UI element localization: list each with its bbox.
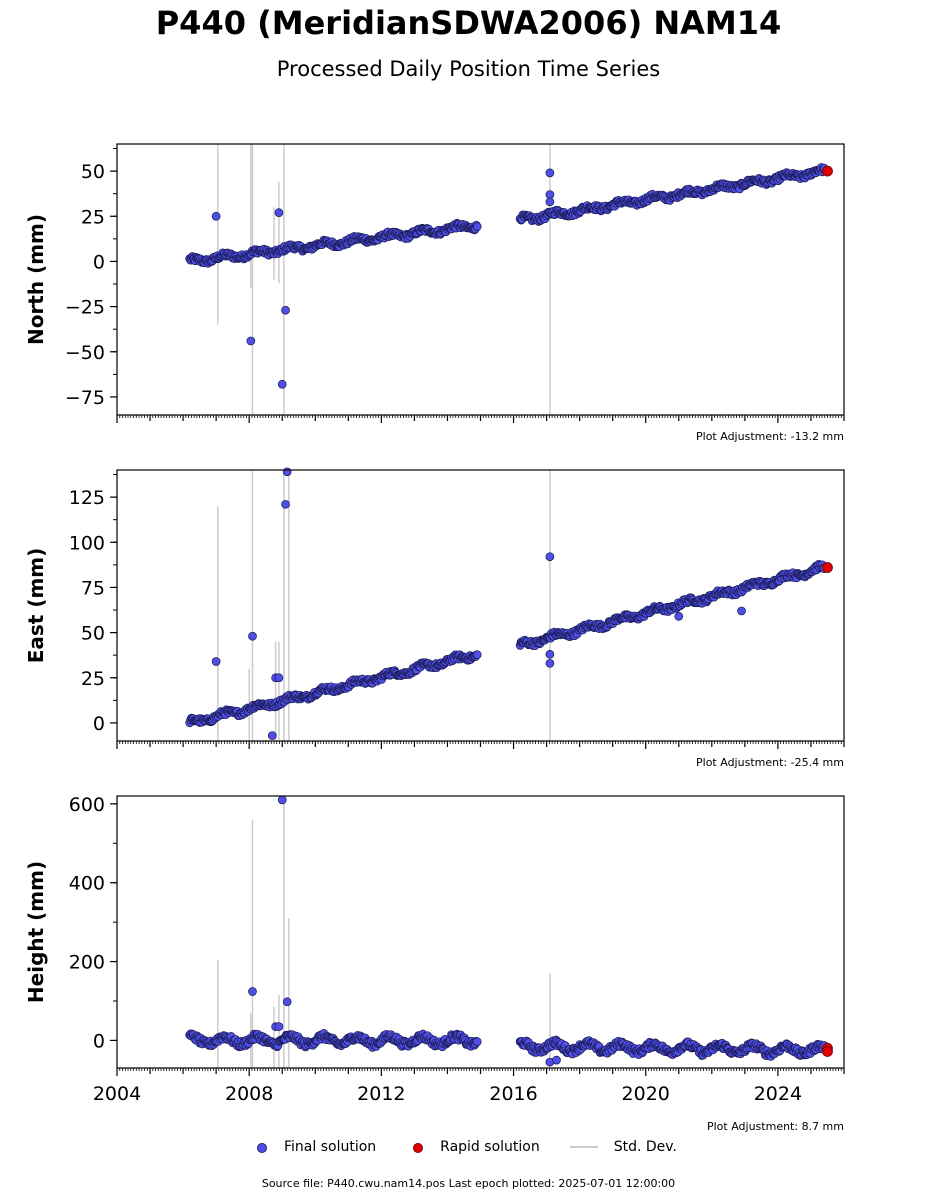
y-tick-label: 200 xyxy=(69,952,105,974)
plot-adjustment-note: Plot Adjustment: 8.7 mm xyxy=(707,1120,844,1133)
y-tick-label: 600 xyxy=(69,794,105,816)
chart-subtitle: Processed Daily Position Time Series xyxy=(276,57,661,81)
y-tick-label: 400 xyxy=(69,873,105,895)
y-tick-label: 50 xyxy=(81,161,105,183)
plot-frame xyxy=(116,795,845,1069)
plot-adjustment-note: Plot Adjustment: -25.4 mm xyxy=(696,756,844,769)
final-point xyxy=(211,657,221,666)
y-tick-label: 125 xyxy=(69,487,105,509)
final-point xyxy=(277,379,287,389)
final-point xyxy=(674,611,684,621)
final-point xyxy=(545,649,555,659)
rapid-point xyxy=(822,165,833,177)
y-tick-label: 25 xyxy=(81,668,105,690)
source-note: Source file: P440.cwu.nam14.pos Last epo… xyxy=(261,1177,676,1190)
y-tick-label: 0 xyxy=(93,713,105,735)
final-point xyxy=(545,552,555,562)
x-tick-label: 2012 xyxy=(357,1083,405,1105)
y-tick-label: 0 xyxy=(93,251,105,273)
x-tick-label: 2016 xyxy=(489,1083,537,1105)
y-tick-label: 25 xyxy=(81,206,105,228)
legend-std-label: Std. Dev. xyxy=(613,1139,677,1155)
final-point xyxy=(274,208,284,218)
final-point xyxy=(267,731,277,740)
y-tick-label: −75 xyxy=(65,387,105,409)
final-point xyxy=(248,987,257,996)
x-tick-label: 2020 xyxy=(622,1083,670,1105)
legend-rapid: Rapid solution xyxy=(406,1137,540,1157)
rapid-point xyxy=(822,1046,833,1057)
final-point xyxy=(545,658,555,668)
legend-std: Std. Dev. xyxy=(569,1137,677,1157)
legend-rapid-label: Rapid solution xyxy=(440,1139,540,1155)
y-tick-label: 100 xyxy=(69,532,105,554)
legend-final-label: Final solution xyxy=(284,1139,377,1155)
final-point xyxy=(277,795,287,805)
plot-frame xyxy=(116,469,845,742)
x-tick-label: 2024 xyxy=(754,1083,802,1105)
y-tick-label: 50 xyxy=(81,623,105,645)
final-point xyxy=(545,168,555,178)
legend: Final solution Rapid solution Std. Dev. xyxy=(250,1137,707,1157)
final-point xyxy=(274,673,284,683)
final-point xyxy=(246,336,256,346)
y-tick-label: 75 xyxy=(81,577,105,599)
legend-final: Final solution xyxy=(250,1137,376,1157)
final-point xyxy=(282,997,292,1007)
final-point xyxy=(472,222,482,231)
x-tick-label: 2004 xyxy=(93,1083,141,1105)
final-point xyxy=(274,1022,284,1031)
rapid-marker-icon xyxy=(413,1143,424,1153)
x-tick-label: 2008 xyxy=(225,1083,273,1105)
final-point xyxy=(281,499,290,509)
final-point xyxy=(545,197,555,207)
final-point xyxy=(472,650,482,660)
final-point xyxy=(472,1037,482,1047)
y-tick-label: −25 xyxy=(65,297,105,319)
final-point xyxy=(737,606,746,616)
final-point xyxy=(281,305,290,315)
y-tick-label: −50 xyxy=(65,342,105,364)
std-line-icon xyxy=(569,1146,598,1148)
final-point xyxy=(545,190,555,199)
y-axis-label: North (mm) xyxy=(24,214,48,345)
y-axis-label: East (mm) xyxy=(24,548,48,664)
final-point xyxy=(282,467,292,477)
rapid-point xyxy=(822,562,833,573)
y-tick-label: 0 xyxy=(93,1030,105,1052)
plot-adjustment-note: Plot Adjustment: -13.2 mm xyxy=(696,430,844,443)
final-point xyxy=(248,631,257,641)
final-point xyxy=(552,1055,561,1065)
final-point xyxy=(211,211,221,221)
final-marker-icon xyxy=(257,1143,267,1153)
chart-title: P440 (MeridianSDWA2006) NAM14 xyxy=(155,4,782,42)
y-axis-label: Height (mm) xyxy=(24,861,48,1003)
